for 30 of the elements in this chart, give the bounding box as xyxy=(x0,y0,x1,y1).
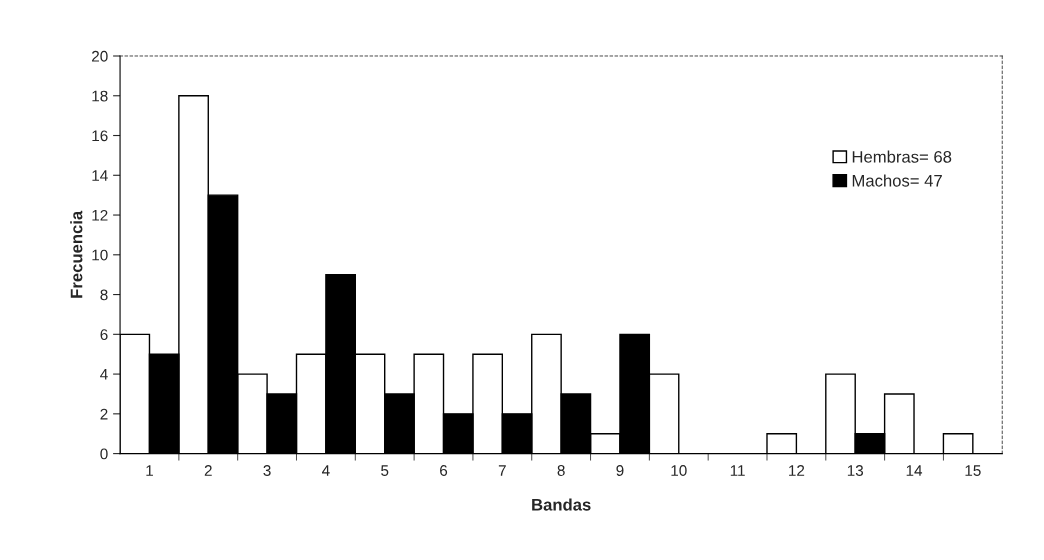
x-tick-label: 10 xyxy=(671,465,687,476)
y-tick-label: 4 xyxy=(100,369,108,380)
y-tick-label: 20 xyxy=(92,50,108,62)
y-tick-label: 14 xyxy=(92,170,108,181)
y-tick-label: 10 xyxy=(92,249,108,261)
x-tick-label: 14 xyxy=(906,465,923,476)
y-axis-title: Frecuencia xyxy=(70,210,83,298)
legend-label: Machos= 47 xyxy=(852,174,942,187)
x-axis-title: Bandas xyxy=(532,498,591,511)
x-tick-label: 8 xyxy=(557,465,565,476)
x-tick-label: 9 xyxy=(616,465,624,476)
y-tick-label: 6 xyxy=(100,329,108,341)
x-tick-label: 7 xyxy=(498,465,506,476)
x-tick-label: 3 xyxy=(263,465,271,476)
y-tick-label: 16 xyxy=(92,130,108,142)
y-tick-label: 0 xyxy=(100,448,108,460)
x-tick-label: 2 xyxy=(204,465,212,476)
x-tick-label: 6 xyxy=(440,465,448,476)
x-tick-label: 11 xyxy=(730,465,745,476)
y-tick-label: 2 xyxy=(100,408,108,420)
x-tick-label: 1 xyxy=(146,465,153,476)
x-tick-label: 5 xyxy=(381,465,389,476)
x-tick-label: 4 xyxy=(322,465,330,476)
x-tick-label: 13 xyxy=(847,465,864,476)
y-tick-label: 18 xyxy=(92,90,108,102)
y-tick-label: 8 xyxy=(100,289,108,301)
y-tick-label: 12 xyxy=(92,209,108,221)
legend-label: Hembras= 68 xyxy=(852,150,952,163)
x-tick-label: 12 xyxy=(789,465,805,476)
x-tick-label: 15 xyxy=(965,465,981,476)
